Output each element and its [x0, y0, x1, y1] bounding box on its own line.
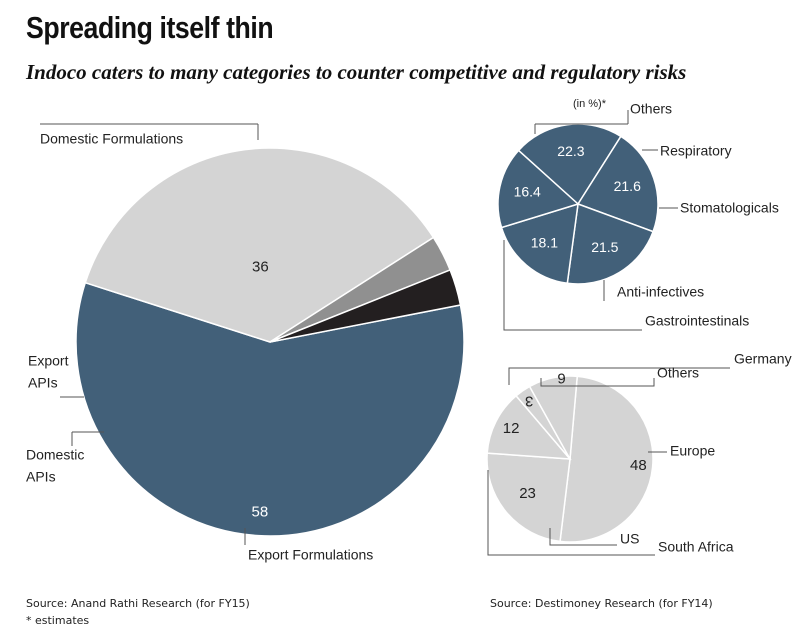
- pie1-slice-domestic-formulations: [75, 281, 465, 537]
- label-export-formulations: Export Formulations: [248, 547, 373, 563]
- pie3-leader-south-africa: [487, 470, 655, 556]
- pie3-value-south-africa: 12: [503, 420, 520, 437]
- pie3-leader-germany: [508, 367, 730, 385]
- pie2-value-stomatologicals: 21.5: [591, 239, 618, 255]
- pie1-value-domestic-formulations: 58: [252, 504, 269, 521]
- pie3-value-germany: 3: [525, 392, 533, 409]
- pie2-slice-anti-infectives: [500, 202, 579, 285]
- pie1-slice-export-formulations: [84, 147, 435, 343]
- chart-title: Spreading itself thin: [26, 10, 274, 45]
- pie2-label-gastrointestinals: Gastrointestinals: [645, 313, 749, 329]
- pie2-label-stomatologicals: Stomatologicals: [680, 200, 779, 216]
- pie2-value-others: 22.3: [557, 143, 584, 159]
- source-left: Source: Anand Rathi Research (for FY15): [26, 597, 250, 610]
- pie1-slice-export-apis: [269, 268, 462, 343]
- pie2-leader-gastrointestinals: [503, 240, 642, 331]
- pie3-label-germany: Germany: [734, 351, 792, 367]
- pie2-label-anti-infectives: Anti-infectives: [617, 284, 704, 300]
- pie3-value-us: 23: [519, 485, 536, 502]
- pie3-label-others: Others: [657, 365, 699, 381]
- footnote: * estimates: [26, 614, 90, 627]
- source-right: Source: Destimoney Research (for FY14): [490, 597, 713, 610]
- pie2-value-respiratory: 21.6: [614, 178, 641, 194]
- pie2-slice-stomatologicals: [566, 202, 655, 285]
- label-export-apis-line2: APIs: [28, 375, 58, 391]
- pie2-slice-gastrointestinals: [497, 149, 580, 229]
- label-domestic-formulations: Domestic Formulations: [40, 131, 183, 147]
- pie3-value-europe: 48: [630, 457, 647, 474]
- pie3-label-south-africa: South Africa: [658, 539, 734, 555]
- pie3-label-europe: Europe: [670, 443, 715, 459]
- pie3-label-us: US: [620, 531, 639, 547]
- pie2-label-respiratory: Respiratory: [660, 143, 732, 159]
- label-domestic-apis-line1: Domestic: [26, 447, 84, 463]
- pie2-slice-others: [517, 123, 622, 206]
- pie3-slice-south-africa: [486, 394, 572, 460]
- pie3-slice-us: [486, 452, 571, 543]
- pie3-value-others: 9: [557, 371, 565, 388]
- pie2-value-gastrointestinals: 16.4: [514, 183, 541, 199]
- pie3-slice-others: [528, 375, 579, 462]
- pie2-slice-respiratory: [576, 135, 659, 233]
- label-domestic-apis-line2: APIs: [26, 469, 56, 485]
- pie2-value-anti-infectives: 18.1: [531, 234, 558, 250]
- pie3-leader-us: [549, 528, 617, 546]
- pie3-leader-others: [540, 378, 655, 387]
- pie2-label-others: Others: [630, 101, 672, 117]
- label-export-apis-line1: Export: [28, 353, 69, 369]
- pie2-unit-label: (in %)*: [573, 98, 607, 110]
- pie1-value-export-formulations: 36: [252, 259, 269, 276]
- chart-subtitle: Indoco caters to many categories to coun…: [26, 60, 687, 84]
